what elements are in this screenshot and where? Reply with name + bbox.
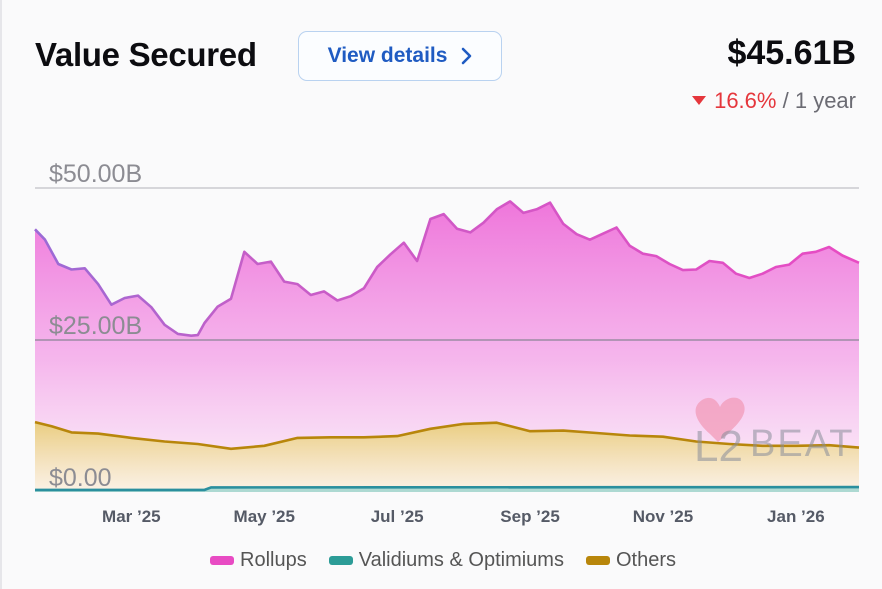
watermark-text-beat: BEAT bbox=[750, 423, 854, 465]
x-tick-label: Nov ’25 bbox=[633, 507, 693, 526]
others-area bbox=[35, 422, 859, 492]
legend-label: Others bbox=[615, 549, 676, 571]
legend-item[interactable]: Others bbox=[585, 549, 676, 572]
change-indicator: 16.6% / 1 year bbox=[692, 88, 856, 114]
legend-swatch bbox=[328, 556, 353, 565]
chart-title: Value Secured bbox=[35, 36, 257, 73]
rollups-area bbox=[35, 201, 859, 492]
y-tick-label: $25.00B bbox=[49, 312, 142, 340]
watermark-text-l2: L2 bbox=[694, 422, 743, 471]
chevron-right-icon bbox=[461, 47, 472, 65]
validiums-line bbox=[35, 485, 860, 492]
chart-legend: Rollups Validiums & Optimiums Others bbox=[2, 549, 882, 572]
view-details-button[interactable]: View details bbox=[298, 31, 502, 81]
y-tick-label: $0.00 bbox=[49, 464, 112, 492]
x-tick-label: Sep ’25 bbox=[500, 507, 560, 526]
legend-swatch bbox=[585, 556, 610, 565]
y-tick-label: $50.00B bbox=[49, 160, 142, 188]
view-details-label: View details bbox=[327, 44, 448, 67]
legend-item[interactable]: Rollups bbox=[210, 549, 307, 572]
x-tick-label: May ’25 bbox=[234, 507, 295, 526]
legend-label: Validiums & Optimiums bbox=[358, 549, 564, 571]
total-value: $45.61B bbox=[727, 34, 856, 72]
triangle-down-icon bbox=[692, 96, 707, 105]
rollups-line bbox=[34, 200, 860, 337]
legend-swatch bbox=[210, 556, 235, 565]
x-tick-label: Mar ’25 bbox=[102, 507, 161, 526]
x-tick-label: Jan ’26 bbox=[767, 507, 825, 526]
change-period: 1 year bbox=[794, 88, 856, 113]
x-tick-label: Jul ’25 bbox=[371, 507, 424, 526]
l2beat-logo: L2 BEAT bbox=[694, 397, 854, 471]
change-separator: / bbox=[782, 88, 789, 113]
others-line bbox=[34, 420, 860, 451]
change-value: 16.6% bbox=[714, 88, 777, 113]
legend-item[interactable]: Validiums & Optimiums bbox=[328, 549, 564, 572]
legend-label: Rollups bbox=[240, 549, 307, 571]
